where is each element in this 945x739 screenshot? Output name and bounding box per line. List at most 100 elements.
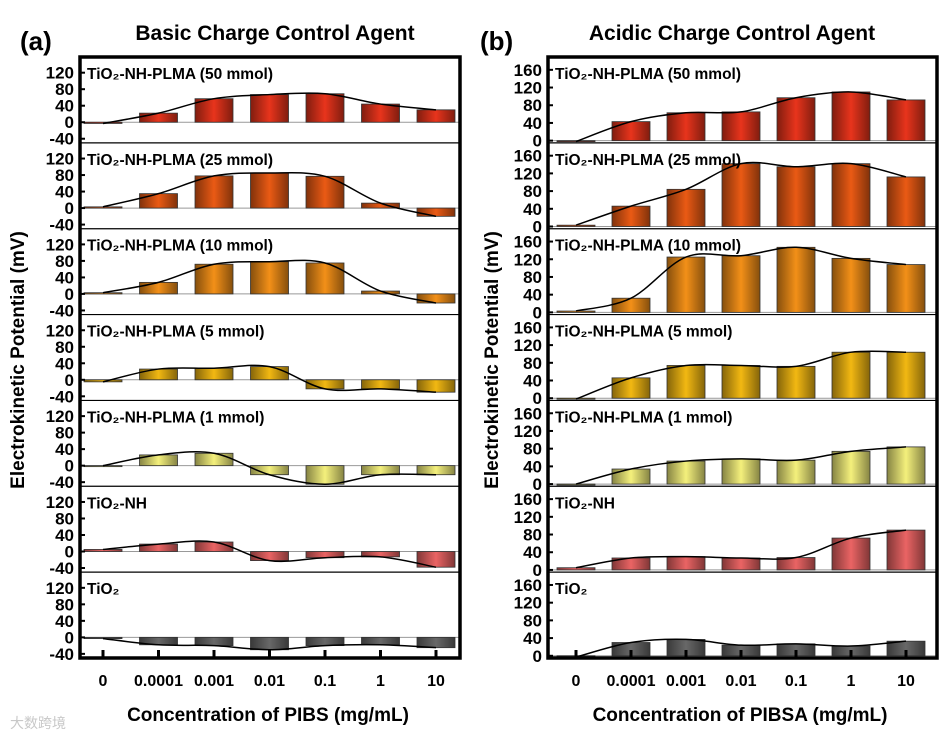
bar [139,112,178,123]
y-tick-label: 160 [514,490,542,509]
bar [611,297,651,313]
y-tick-label: 40 [523,286,542,305]
y-tick-label: 40 [55,97,74,116]
panel-b-xlabel: Concentration of PIBSA (mg/mL) [593,705,888,726]
panel-a-xlabel: Concentration of PIBS (mg/mL) [127,705,409,726]
bar [776,97,816,142]
y-tick-label: 160 [514,61,542,80]
bar [361,103,400,123]
y-tick-label: 80 [55,80,74,99]
bar [831,351,871,399]
bar [416,293,456,304]
y-tick-label: 120 [46,493,74,512]
y-tick-label: 40 [55,612,74,631]
y-tick-label: 0 [533,132,542,151]
bar [666,112,706,142]
series-label: TiO₂-NH-PLMA (10 mmol) [555,238,741,255]
trend-line [575,529,907,569]
y-tick-label: 80 [55,595,74,614]
y-tick-label: 40 [523,543,542,562]
y-tick-label: 0 [533,561,542,580]
bar [416,207,456,217]
panel-a-title: Basic Charge Control Agent [135,22,414,45]
y-tick-label: 80 [523,354,542,373]
bar [416,636,456,649]
bar [83,206,123,209]
y-tick-label: 120 [46,579,74,598]
bar [886,264,926,313]
bar [83,549,123,552]
panel-b-label: (b) [480,26,513,56]
series-label: TiO₂-NH-PLMA (1 mmol) [555,409,732,426]
y-tick-label: 40 [55,183,74,202]
bar [250,94,289,123]
bar [194,263,234,295]
bar [194,175,234,209]
bar [886,176,926,227]
bar [776,246,816,313]
panel-frame [78,55,462,660]
bar [886,446,926,485]
y-tick-label: 80 [55,338,74,357]
bar [83,636,123,639]
y-tick-label: 80 [523,96,542,115]
x-tick-label: 0.0001 [607,673,656,690]
bar [666,365,706,399]
panel-a-label: (a) [20,26,52,56]
bar [886,529,926,571]
y-tick-label: 40 [55,526,74,545]
series-label: TiO₂-NH-PLMA (25 mmol) [555,152,741,169]
panel-b-ylabel: Electrokinetic Potential (mV) [482,231,503,489]
y-tick-label: 80 [55,424,74,443]
trend-line [575,446,907,485]
y-tick-label: 160 [514,233,542,252]
bar [556,224,596,227]
y-tick-label: 80 [523,182,542,201]
y-tick-label: -40 [49,387,74,406]
bar [831,537,871,571]
bar [83,465,123,468]
bar [194,452,234,467]
trend-line [575,638,907,658]
bar [250,366,289,381]
series-label: TiO₂-NH-PLMA (50 mmol) [555,66,741,83]
y-tick-label: 160 [514,576,542,595]
x-tick-label: 0.1 [785,673,807,690]
bar [250,636,289,651]
series-label: TiO₂ [87,581,120,598]
bar [611,468,651,485]
y-tick-label: 40 [55,354,74,373]
series-label: TiO₂-NH-PLMA (5 mmol) [555,324,732,341]
bar [721,111,761,142]
trend-line [575,246,907,312]
bar [721,557,761,571]
bar [416,465,456,476]
bar [250,261,289,295]
trend-line [575,161,907,226]
trend-line [102,637,437,651]
bar [361,465,400,476]
y-tick-label: 160 [514,318,542,337]
y-tick-label: 40 [523,114,542,133]
watermark: 大数跨境 [10,715,66,731]
trend-line [575,91,907,143]
y-tick-label: 40 [523,200,542,219]
panel-a-ylabel: Electrokinetic Potential (mV) [8,231,29,489]
y-tick-label: 0 [533,475,542,494]
trend-line [102,364,437,393]
bar [361,636,400,646]
y-tick-label: -40 [49,130,74,149]
bar [666,188,706,227]
bar [776,459,816,485]
bar [194,636,234,647]
y-tick-label: 120 [514,508,542,527]
y-tick-label: -40 [49,645,74,664]
bar [611,121,651,142]
